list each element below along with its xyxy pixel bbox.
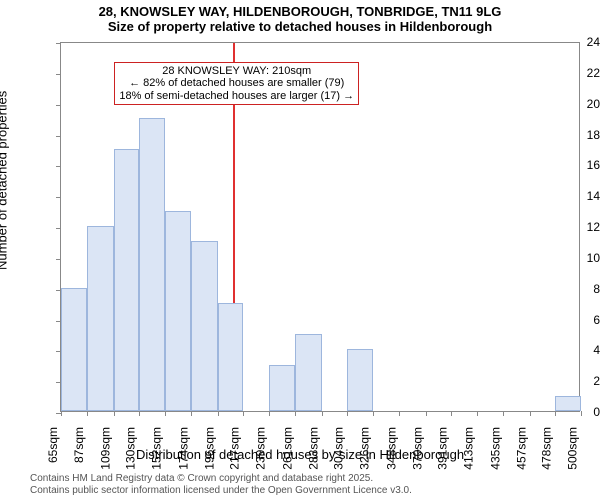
y-tick-label: 14 [548,189,600,203]
chart-container: 28, KNOWSLEY WAY, HILDENBOROUGH, TONBRID… [0,0,600,500]
x-tick-label: 457sqm [515,427,529,470]
y-tick-label: 2 [548,374,600,388]
x-tick [347,411,348,416]
histogram-bar [191,241,217,411]
x-tick [139,411,140,416]
y-tick-label: 16 [548,158,600,172]
x-tick-label: 130sqm [124,427,138,470]
x-tick-label: 174sqm [176,427,190,470]
x-tick-label: 304sqm [332,427,346,470]
x-tick [165,411,166,416]
title-line-1: 28, KNOWSLEY WAY, HILDENBOROUGH, TONBRID… [0,4,600,19]
x-axis-label: Distribution of detached houses by size … [0,447,600,462]
x-tick [61,411,62,416]
y-tick [56,197,61,198]
histogram-bar [165,211,191,411]
annotation-line-1: 28 KNOWSLEY WAY: 210sqm [119,65,354,78]
x-tick [503,411,504,416]
y-tick [56,136,61,137]
y-tick-label: 12 [548,220,600,234]
x-tick [218,411,219,416]
y-axis-label: Number of detached properties [0,91,10,270]
y-tick-label: 8 [548,282,600,296]
y-tick-label: 6 [548,313,600,327]
x-tick-label: 283sqm [307,427,321,470]
histogram-bar [295,334,321,411]
y-tick [56,259,61,260]
x-tick [399,411,400,416]
x-tick [191,411,192,416]
y-tick-label: 18 [548,128,600,142]
y-tick [56,166,61,167]
footer-line-1: Contains HM Land Registry data © Crown c… [30,473,412,485]
y-tick [56,74,61,75]
y-tick [56,43,61,44]
x-tick-label: 478sqm [540,427,554,470]
x-tick-label: 65sqm [46,427,60,463]
histogram-bar [347,349,373,411]
histogram-bar [114,149,139,411]
x-tick-label: 261sqm [280,427,294,470]
x-tick [269,411,270,416]
y-tick-label: 4 [548,343,600,357]
y-tick-label: 24 [548,35,600,49]
x-tick-label: 500sqm [566,427,580,470]
x-tick-label: 196sqm [203,427,217,470]
annotation-line-2: ← 82% of detached houses are smaller (79… [119,77,354,90]
annotation-line-3: 18% of semi-detached houses are larger (… [119,90,354,103]
x-tick [322,411,323,416]
x-tick [451,411,452,416]
y-tick-label: 22 [548,66,600,80]
x-tick-label: 326sqm [358,427,372,470]
x-tick-label: 370sqm [411,427,425,470]
y-tick-label: 10 [548,251,600,265]
x-tick-label: 348sqm [384,427,398,470]
footer: Contains HM Land Registry data © Crown c… [30,473,412,496]
histogram-bar [87,226,113,411]
x-tick-label: 87sqm [72,427,86,463]
x-tick [295,411,296,416]
x-tick [114,411,115,416]
x-tick-label: 217sqm [228,427,242,470]
x-tick-label: 391sqm [436,427,450,470]
titles: 28, KNOWSLEY WAY, HILDENBOROUGH, TONBRID… [0,4,600,34]
plot-area: 28 KNOWSLEY WAY: 210sqm ← 82% of detache… [60,42,580,412]
x-tick [243,411,244,416]
x-tick [373,411,374,416]
histogram-bar [269,365,295,411]
x-tick [426,411,427,416]
histogram-bar [139,118,165,411]
y-tick [56,105,61,106]
x-tick-label: 435sqm [488,427,502,470]
x-tick [87,411,88,416]
x-tick [530,411,531,416]
histogram-bar [61,288,87,411]
y-tick [56,228,61,229]
y-tick-label: 20 [548,97,600,111]
footer-line-2: Contains public sector information licen… [30,485,412,497]
y-tick-label: 0 [548,405,600,419]
x-tick-label: 239sqm [254,427,268,470]
x-tick [477,411,478,416]
x-tick-label: 109sqm [99,427,113,470]
x-tick-label: 413sqm [462,427,476,470]
x-tick-label: 152sqm [150,427,164,470]
histogram-bar [218,303,243,411]
annotation-box: 28 KNOWSLEY WAY: 210sqm ← 82% of detache… [114,62,359,106]
title-line-2: Size of property relative to detached ho… [0,19,600,34]
